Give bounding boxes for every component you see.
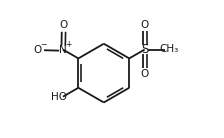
Text: O: O [60, 20, 68, 30]
Text: O: O [33, 45, 41, 55]
Text: O: O [140, 69, 149, 79]
Text: O: O [140, 20, 149, 30]
Text: −: − [40, 41, 46, 50]
Text: N: N [59, 45, 67, 55]
Text: S: S [141, 43, 148, 56]
Text: HO: HO [51, 92, 67, 102]
Text: +: + [65, 40, 71, 49]
Text: CH₃: CH₃ [159, 44, 179, 54]
